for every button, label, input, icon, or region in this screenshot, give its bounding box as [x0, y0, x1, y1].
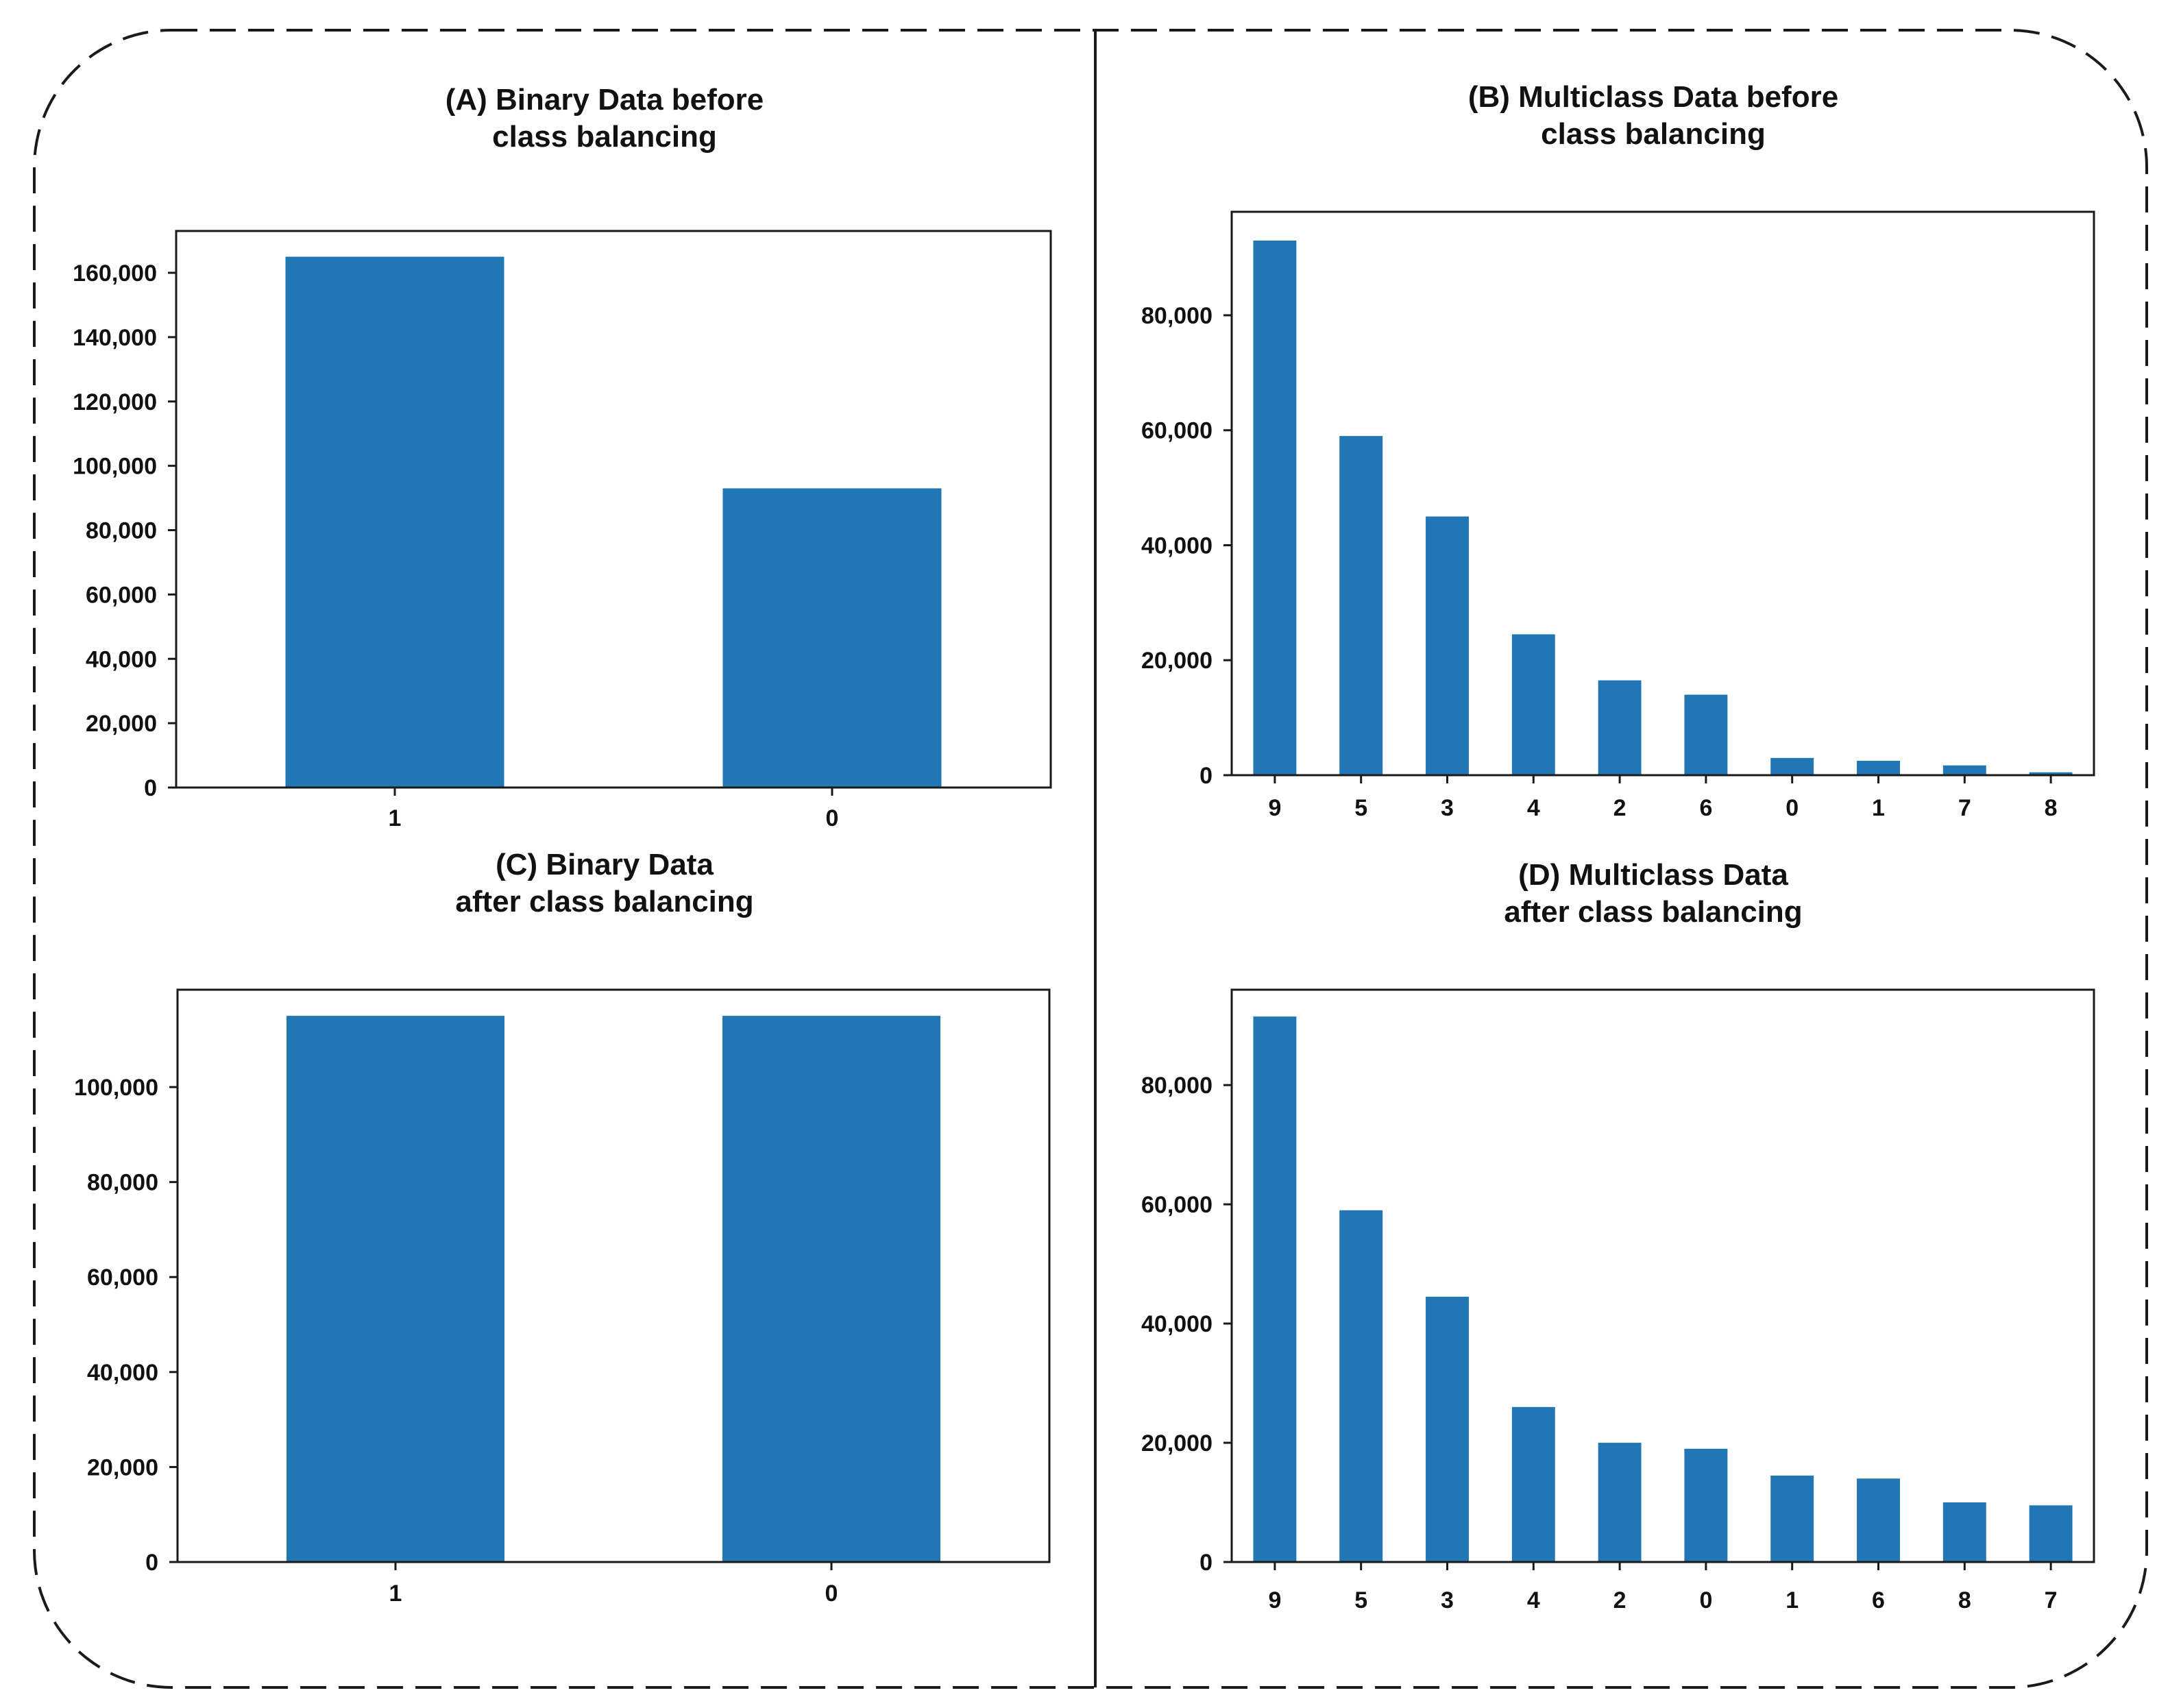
- y-tick-label: 100,000: [73, 454, 157, 480]
- y-tick-label: 40,000: [86, 646, 157, 672]
- y-tick-label: 80,000: [87, 1170, 158, 1196]
- chart-title-line: after class balancing: [1504, 895, 1802, 929]
- y-tick-label: 20,000: [86, 711, 157, 737]
- bar-9: [1253, 1016, 1297, 1562]
- y-tick-label: 40,000: [1141, 1311, 1213, 1337]
- bar-2: [1598, 1443, 1642, 1562]
- bar-9: [1253, 240, 1297, 775]
- y-tick-label: 40,000: [87, 1360, 158, 1386]
- bar-7: [2029, 1505, 2073, 1562]
- chart-title-line: (D) Multiclass Data: [1518, 858, 1788, 892]
- y-tick-label: 80,000: [1141, 1073, 1213, 1099]
- y-tick-label: 120,000: [73, 389, 157, 415]
- y-tick-label: 0: [145, 1550, 158, 1576]
- bar-6: [1857, 1478, 1900, 1562]
- bar-1: [285, 256, 504, 788]
- y-tick-label: 0: [1199, 763, 1213, 789]
- bar-5: [1339, 1210, 1383, 1562]
- x-tick-label: 0: [825, 1581, 838, 1607]
- bar-0: [1684, 1448, 1728, 1562]
- y-tick-label: 20,000: [1141, 1430, 1213, 1456]
- x-tick-label: 3: [1441, 795, 1454, 821]
- x-tick-label: 0: [1786, 795, 1799, 821]
- x-tick-label: 9: [1268, 1587, 1281, 1613]
- x-tick-label: 4: [1527, 795, 1540, 821]
- x-tick-label: 1: [1872, 795, 1885, 821]
- x-tick-label: 6: [1699, 795, 1712, 821]
- bar-4: [1511, 634, 1555, 775]
- x-tick-label: 5: [1354, 1587, 1367, 1613]
- y-tick-label: 60,000: [1141, 1192, 1213, 1218]
- chart-title-line: (B) Multiclass Data before: [1468, 80, 1838, 114]
- bar-1: [1857, 761, 1900, 775]
- bar-0: [722, 1016, 940, 1562]
- y-tick-label: 60,000: [87, 1265, 158, 1291]
- bar-2: [1598, 680, 1642, 775]
- y-tick-label: 0: [1199, 1550, 1213, 1576]
- y-tick-label: 140,000: [73, 325, 157, 351]
- x-tick-label: 4: [1527, 1587, 1540, 1613]
- plot-frame: [1230, 210, 2095, 777]
- x-tick-label: 6: [1872, 1587, 1885, 1613]
- y-tick-label: 60,000: [86, 582, 157, 608]
- x-tick-label: 8: [2045, 795, 2058, 821]
- chart-title-line: (C) Binary Data: [496, 848, 714, 881]
- chart-title-line: class balancing: [1541, 117, 1766, 151]
- bar-1: [287, 1016, 504, 1562]
- bar-3: [1426, 516, 1469, 775]
- bar-8: [2029, 772, 2073, 775]
- x-tick-label: 0: [826, 805, 839, 831]
- x-tick-label: 2: [1613, 1587, 1626, 1613]
- y-tick-label: 20,000: [1141, 648, 1213, 674]
- bar-5: [1339, 436, 1383, 775]
- y-tick-label: 60,000: [1141, 418, 1213, 444]
- bar-3: [1426, 1296, 1469, 1562]
- outer-dashed-border: [33, 29, 2148, 1689]
- bar-0: [1770, 757, 1814, 775]
- bar-6: [1684, 694, 1728, 775]
- y-tick-label: 100,000: [74, 1075, 158, 1101]
- x-tick-label: 2: [1613, 795, 1626, 821]
- x-tick-label: 5: [1354, 795, 1367, 821]
- chart-title-line: (A) Binary Data before: [446, 83, 764, 117]
- x-tick-label: 7: [1958, 795, 1971, 821]
- plot-frame: [176, 988, 1051, 1563]
- x-tick-label: 1: [1786, 1587, 1799, 1613]
- y-tick-label: 160,000: [73, 260, 157, 286]
- x-tick-label: 8: [1958, 1587, 1971, 1613]
- bar-7: [1942, 765, 1986, 775]
- x-tick-label: 0: [1699, 1587, 1712, 1613]
- chart-title-line: class balancing: [492, 120, 717, 154]
- bar-0: [722, 488, 942, 788]
- y-tick-label: 0: [144, 775, 157, 801]
- x-tick-label: 9: [1268, 795, 1281, 821]
- bar-4: [1511, 1406, 1555, 1562]
- y-tick-label: 80,000: [1141, 303, 1213, 329]
- plot-frame: [175, 230, 1052, 789]
- y-tick-label: 40,000: [1141, 533, 1213, 559]
- bar-8: [1942, 1502, 1986, 1562]
- plot-frame: [1230, 988, 2095, 1563]
- x-tick-label: 1: [389, 805, 402, 831]
- panel-c-binary-after: (C) Binary Data after class balancing 1 0 0 2…: [74, 848, 1051, 1607]
- y-tick-label: 20,000: [87, 1454, 158, 1480]
- y-tick-label: 80,000: [86, 518, 157, 544]
- x-tick-label: 1: [389, 1581, 402, 1607]
- x-tick-label: 3: [1441, 1587, 1454, 1613]
- bar-1: [1770, 1475, 1814, 1562]
- x-tick-label: 7: [2045, 1587, 2058, 1613]
- chart-title-line: after class balancing: [455, 885, 753, 918]
